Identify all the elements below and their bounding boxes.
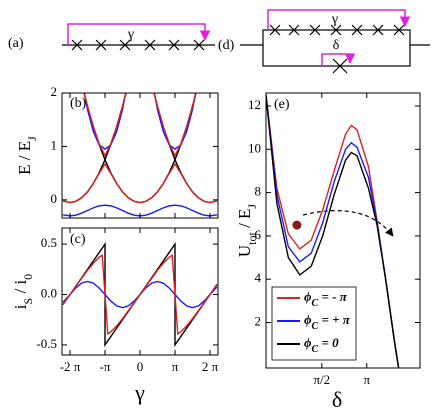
text-part: J bbox=[245, 204, 259, 209]
y-tick-label: 12 bbox=[248, 97, 261, 112]
plot-frame bbox=[61, 92, 219, 219]
x-tick-label: π bbox=[363, 372, 370, 387]
text-part: E / E bbox=[15, 141, 34, 175]
text-part: 0 bbox=[21, 274, 35, 280]
y-tick-label: 10 bbox=[248, 140, 261, 155]
legend-label: ϕC = - π bbox=[304, 289, 348, 309]
x-tick-label: 2 π bbox=[202, 359, 219, 374]
y-axis-label: iS / i0 bbox=[11, 274, 35, 309]
y-tick-label: 2 bbox=[51, 84, 58, 99]
panel-label: (e) bbox=[274, 97, 290, 112]
panel-label: (b) bbox=[70, 96, 87, 111]
y-tick-label: 0.5 bbox=[41, 235, 57, 250]
curve bbox=[83, 93, 197, 158]
junctions bbox=[269, 24, 405, 74]
panel-label: (c) bbox=[70, 232, 86, 247]
x-tick-label: π bbox=[172, 359, 179, 374]
y-tick-label: 0.0 bbox=[41, 286, 57, 301]
text-part: = - π bbox=[318, 289, 347, 304]
diagram-a: (a) γ bbox=[8, 23, 215, 51]
phase-arrow bbox=[267, 9, 411, 30]
plot-area bbox=[266, 95, 400, 368]
legend-label: ϕC = + π bbox=[304, 312, 351, 332]
text-part: S bbox=[21, 298, 35, 305]
y-axis-label: E / EJ bbox=[15, 136, 39, 175]
y-tick-label: 2 bbox=[255, 314, 262, 329]
curve bbox=[62, 158, 218, 204]
x-tick-label: -2 π bbox=[60, 359, 81, 374]
text-part: tot bbox=[245, 232, 259, 245]
gamma-label: γ bbox=[127, 27, 134, 42]
plot-frame bbox=[265, 92, 421, 369]
phase-arrow bbox=[67, 23, 211, 45]
curve bbox=[62, 253, 218, 336]
text-part: U bbox=[235, 245, 254, 257]
text-part: = 0 bbox=[318, 335, 339, 350]
text-part: J bbox=[25, 136, 39, 141]
plot-area bbox=[62, 241, 218, 348]
panel-label: (a) bbox=[8, 36, 24, 51]
text-part: i bbox=[11, 304, 30, 309]
y-tick-label: 0 bbox=[51, 191, 58, 206]
y-tick-label: 6 bbox=[255, 227, 262, 242]
junctions bbox=[71, 39, 205, 51]
text-part: ϕ bbox=[304, 312, 312, 327]
curve bbox=[62, 162, 218, 204]
panel-label: (d) bbox=[218, 38, 235, 53]
text-part: ϕ bbox=[304, 335, 312, 350]
x-axis-label: δ bbox=[332, 387, 342, 412]
y-axis-label: Utot / EJ bbox=[235, 204, 259, 258]
x-tick-label: π/2 bbox=[313, 372, 330, 387]
text-part: C bbox=[312, 321, 319, 332]
x-tick-label: -π bbox=[100, 359, 111, 374]
x-axis-label: γ bbox=[134, 380, 145, 405]
y-tick-label: -0.5 bbox=[36, 336, 57, 351]
x-tick-label: 0 bbox=[137, 359, 144, 374]
legend-label: ϕC = 0 bbox=[304, 335, 339, 355]
escape-arrow bbox=[302, 210, 394, 237]
delta-label: δ bbox=[333, 38, 340, 53]
y-tick-label: 1 bbox=[51, 137, 58, 152]
text-part: / E bbox=[235, 209, 254, 233]
text-part: C bbox=[312, 344, 319, 355]
state-marker bbox=[292, 220, 302, 230]
curve bbox=[266, 95, 400, 368]
plot-area bbox=[62, 93, 218, 217]
y-tick-label: 8 bbox=[255, 184, 262, 199]
text-part: / i bbox=[11, 280, 30, 298]
text-part: ϕ bbox=[304, 289, 312, 304]
text-part: = + π bbox=[318, 312, 351, 327]
y-tick-label: 4 bbox=[255, 270, 262, 285]
diagram-d: (d) γ δ bbox=[218, 9, 430, 74]
phase-arrow bbox=[321, 53, 356, 66]
curve bbox=[83, 93, 197, 150]
text-part: C bbox=[312, 298, 319, 309]
legend-box bbox=[271, 286, 357, 361]
gamma-label: γ bbox=[331, 12, 338, 27]
